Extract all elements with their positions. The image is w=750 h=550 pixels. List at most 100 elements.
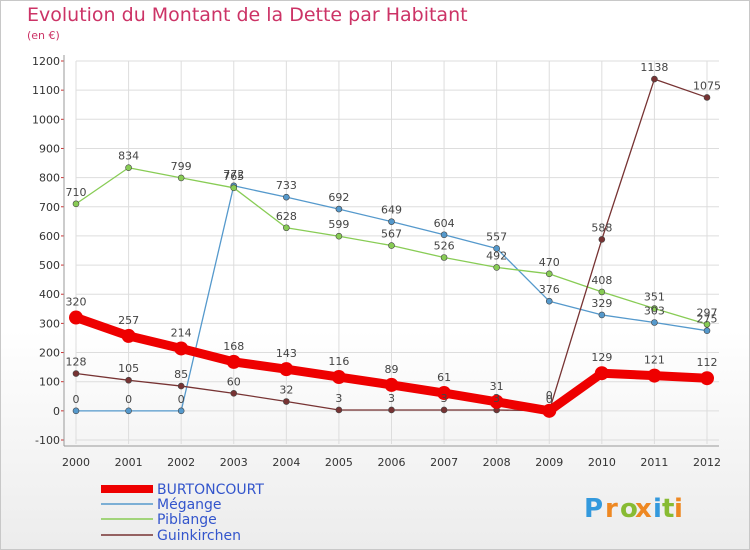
data-label: 799 (171, 160, 192, 173)
data-label: 604 (434, 217, 455, 230)
data-label: 143 (276, 347, 297, 360)
x-tick-label: 2008 (483, 456, 511, 469)
data-point (279, 362, 294, 377)
data-point (125, 376, 132, 384)
data-label: 168 (223, 340, 244, 353)
brand-letter: i (653, 494, 662, 524)
y-tick-label: -100 (35, 434, 60, 447)
chart-title: Evolution du Montant de la Dette par Hab… (27, 4, 468, 26)
data-point (388, 242, 395, 249)
y-tick-label: 500 (39, 259, 60, 272)
data-label: 470 (539, 256, 560, 269)
y-tick-label: 200 (39, 347, 60, 360)
data-label: 320 (66, 296, 87, 309)
data-point (598, 236, 606, 243)
data-label: 112 (697, 356, 718, 369)
data-point (594, 366, 609, 381)
data-label: 567 (381, 228, 402, 241)
legend-label: BURTONCOURT (157, 482, 264, 498)
data-label: 649 (381, 204, 402, 217)
data-label: 303 (644, 305, 665, 318)
data-label: 351 (644, 291, 665, 304)
data-label: 0 (73, 393, 80, 406)
data-label: 61 (437, 371, 451, 384)
data-point (174, 341, 189, 356)
y-tick-label: 1000 (32, 113, 60, 126)
data-point (230, 390, 238, 397)
data-label: 32 (279, 384, 293, 397)
data-label: 772 (223, 168, 244, 181)
data-point (335, 406, 343, 414)
data-labels: 0 0 07727336926496045573763293032757108347… (66, 61, 722, 406)
data-point (335, 232, 343, 240)
data-label: 3 (441, 392, 448, 405)
data-label: 0 (546, 393, 553, 406)
data-label: 3 (493, 392, 500, 405)
data-label: 297 (697, 306, 718, 319)
data-point (388, 406, 395, 414)
data-point (177, 174, 185, 182)
data-label: 492 (486, 249, 507, 262)
data-point (125, 164, 132, 172)
y-tick-label: 700 (39, 201, 60, 214)
data-point (542, 403, 557, 418)
data-point (283, 398, 290, 405)
data-point (283, 224, 290, 232)
axes: -100010020030040050060070080090010001100… (32, 55, 721, 469)
data-label: 116 (328, 355, 349, 368)
data-label: 1138 (640, 61, 668, 74)
x-tick-label: 2001 (115, 456, 143, 469)
data-label: 588 (591, 221, 612, 234)
series-layer (69, 75, 714, 418)
y-tick-label: 1200 (32, 55, 60, 68)
data-label: 89 (385, 363, 399, 376)
data-point (440, 406, 448, 414)
data-label: 129 (591, 351, 612, 364)
data-point (177, 382, 185, 390)
x-tick-label: 2011 (640, 456, 668, 469)
data-label: 692 (328, 191, 349, 204)
data-label: 733 (276, 179, 297, 192)
data-label: 765 (223, 170, 244, 183)
y-tick-label: 1100 (32, 84, 60, 97)
x-tick-label: 2004 (272, 456, 300, 469)
data-label: 834 (118, 150, 139, 163)
data-label: 128 (66, 356, 87, 369)
brand-letter: o (620, 494, 638, 524)
data-point (647, 368, 662, 383)
data-label: 628 (276, 210, 297, 223)
y-tick-label: 800 (39, 172, 60, 185)
data-point (700, 371, 714, 386)
data-point (440, 254, 448, 261)
x-tick-label: 2007 (430, 456, 458, 469)
data-label: 1075 (693, 79, 721, 92)
data-label: 408 (591, 274, 612, 287)
data-point (651, 319, 658, 326)
y-tick-label: 900 (39, 142, 60, 155)
data-point (598, 311, 606, 319)
brand-letter: P (584, 494, 603, 524)
data-label: 0 (546, 389, 553, 402)
legend-label: Mégange (157, 497, 222, 513)
data-label: 710 (66, 186, 87, 199)
data-label: 3 (388, 392, 395, 405)
data-label: 60 (227, 375, 241, 388)
data-label: 257 (118, 314, 139, 327)
data-point (440, 231, 448, 239)
data-point (177, 407, 185, 415)
x-tick-label: 2012 (693, 456, 721, 469)
x-tick-label: 2005 (325, 456, 353, 469)
y-tick-label: 0 (53, 405, 60, 418)
y-tick-label: 100 (39, 376, 60, 389)
data-point (331, 370, 346, 385)
x-tick-label: 2009 (535, 456, 563, 469)
x-tick-label: 2010 (588, 456, 616, 469)
data-point (121, 328, 136, 343)
brand-letter: r (605, 494, 618, 524)
data-point (72, 370, 80, 377)
data-point (703, 327, 711, 334)
data-point (598, 288, 606, 296)
